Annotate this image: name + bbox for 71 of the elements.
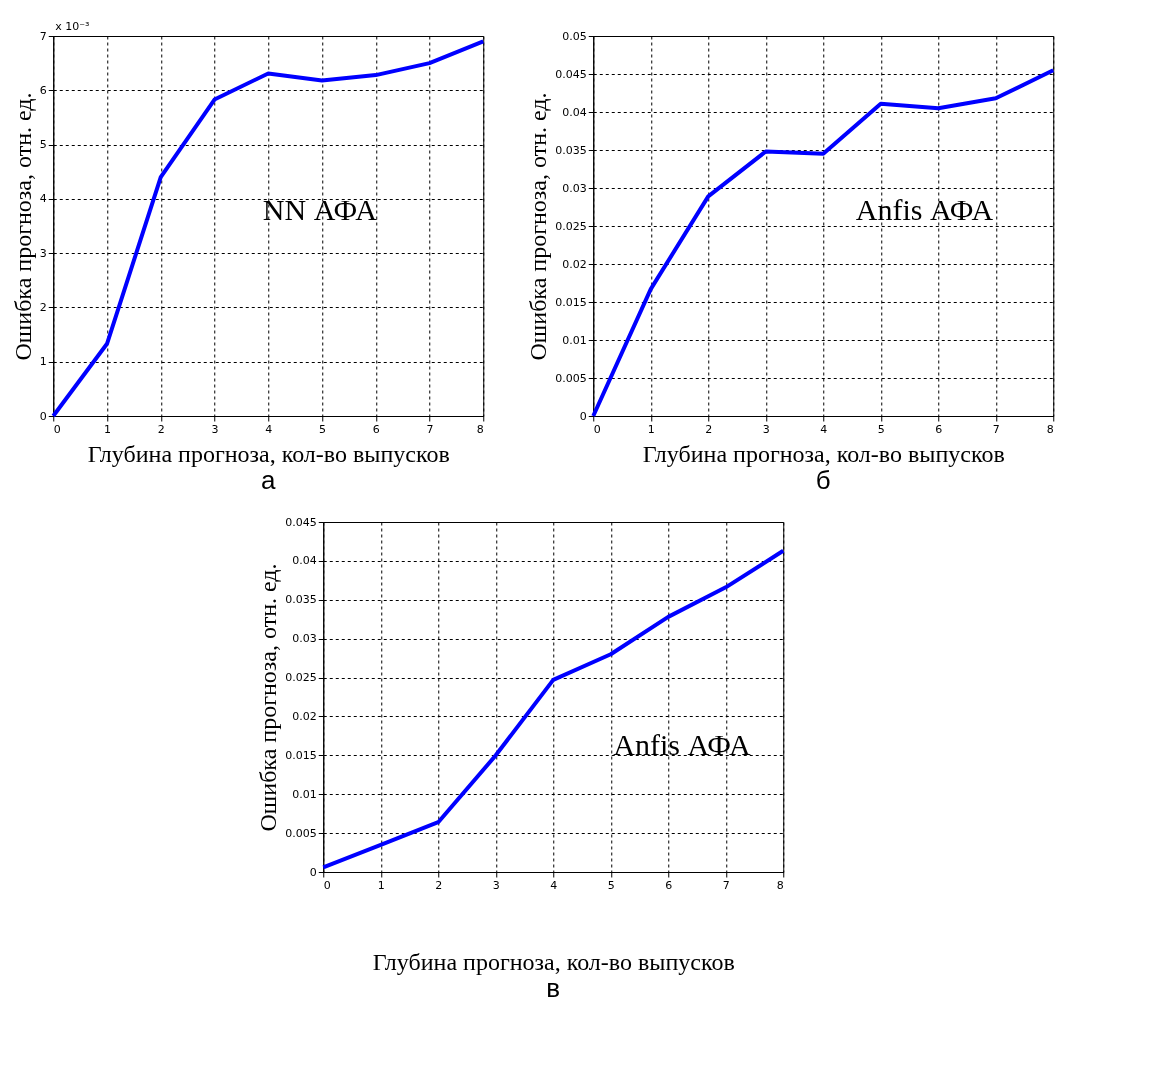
x-tick-label: 1 [377, 878, 385, 892]
y-tick-label: 5 [39, 138, 47, 152]
x-tick-label: 3 [762, 422, 770, 436]
y-tick-label: 0.035 [285, 593, 317, 607]
y-tick-label: 0.04 [292, 554, 317, 568]
y-tick-label: 0 [39, 409, 47, 423]
line-series [591, 68, 1056, 418]
y-tick-label: 0.03 [292, 632, 317, 646]
x-tick-label: 7 [426, 422, 434, 436]
y-axis-title: Ошибка прогноза, отн. ед. [255, 563, 282, 832]
y-tick-label: 2 [39, 300, 47, 314]
y-tick-label: 0.05 [562, 29, 587, 43]
x-tick-label: 7 [722, 878, 730, 892]
y-tick-label: 3 [39, 246, 47, 260]
series-label: Anfis АФА [855, 192, 994, 226]
x-tick-label: 1 [647, 422, 655, 436]
x-tick-label: 3 [492, 878, 500, 892]
y-tick-label: 4 [39, 192, 47, 206]
x-tick-label: 5 [319, 422, 326, 436]
text: а [261, 465, 277, 495]
y-tick-label: 0.025 [285, 671, 317, 685]
y-axis-title: Ошибка прогноза, отн. ед. [9, 92, 36, 361]
text: x 10⁻³ [55, 20, 90, 33]
y-tick-label: 0.03 [562, 181, 587, 195]
y-tick-label: 0.005 [285, 826, 317, 840]
text: б [815, 465, 831, 495]
x-tick-label: 8 [476, 422, 484, 436]
y-tick-label: 0.025 [555, 219, 587, 233]
x-tick-label: 3 [211, 422, 219, 436]
y-tick-label: 0.045 [555, 67, 587, 81]
text: в [546, 973, 561, 1003]
x-tick-label: 0 [53, 422, 61, 436]
y-tick-label: 0.005 [555, 371, 587, 385]
x-tick-label: 5 [607, 878, 615, 892]
line-series [51, 39, 486, 418]
y-tick-label: 0.015 [285, 748, 317, 762]
text: Anfis АФА [613, 728, 752, 761]
x-tick-label: 7 [992, 422, 1000, 436]
x-tick-label: 8 [1046, 422, 1054, 436]
x-tick-label: 1 [104, 422, 111, 436]
text: NN АФА [262, 192, 378, 226]
y-tick-label: 0.01 [292, 787, 317, 801]
line-series [321, 548, 786, 870]
x-tick-label: 6 [372, 422, 380, 436]
x-tick-label: 2 [157, 422, 165, 436]
y-tick-label: 0.02 [562, 257, 587, 271]
y-tick-label: 0.04 [562, 105, 587, 119]
x-tick-label: 4 [820, 422, 828, 436]
y-tick-label: 1 [39, 355, 47, 369]
x-tick-label: 2 [705, 422, 713, 436]
y-tick-label: 0 [579, 409, 587, 423]
x-tick-label: 5 [877, 422, 885, 436]
y-tick-label: 0.015 [555, 295, 587, 309]
y-tick-label: 0.01 [562, 333, 587, 347]
x-tick-label: 4 [265, 422, 273, 436]
x-tick-label: 0 [323, 878, 331, 892]
y-tick-label: 0.045 [285, 515, 317, 529]
y-tick-label: 0 [309, 865, 317, 879]
x-axis-title: Глубина прогноза, кол-во выпусков [642, 440, 1005, 467]
y-tick-label: 0.035 [555, 143, 587, 157]
x-tick-label: 2 [435, 878, 443, 892]
y-tick-label: 7 [39, 29, 47, 43]
x-axis-title: Глубина прогноза, кол-во выпусков [87, 440, 450, 467]
y-tick-label: 6 [39, 83, 47, 97]
x-tick-label: 6 [935, 422, 943, 436]
x-tick-label: 8 [776, 878, 784, 892]
x-tick-label: 6 [665, 878, 673, 892]
y-tick-label: 0.02 [292, 709, 317, 723]
x-tick-label: 0 [593, 422, 601, 436]
x-axis-title: Глубина прогноза, кол-во выпусков [372, 948, 735, 975]
y-axis-title: Ошибка прогноза, отн. ед. [525, 92, 552, 361]
